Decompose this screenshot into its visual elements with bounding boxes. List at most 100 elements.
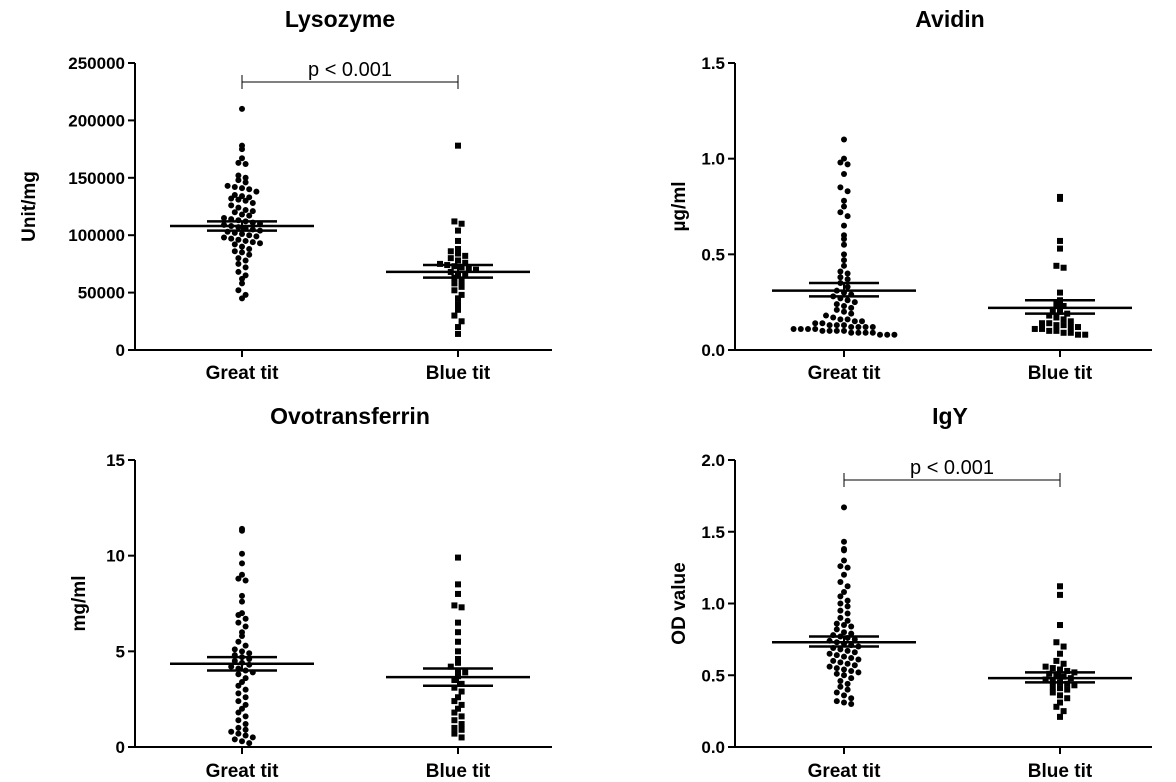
lysozyme-y-tick-label: 100000: [68, 226, 125, 245]
ovotransferrin-data-point: [455, 590, 461, 597]
avidin-y-tick-label: 0.5: [701, 245, 725, 264]
lysozyme-data-point: [235, 260, 242, 267]
avidin-data-point: [1057, 195, 1063, 202]
igy-data-point: [1064, 686, 1071, 693]
ovotransferrin-data-point: [249, 734, 256, 741]
lysozyme-y-axis-label: Unit/mg: [19, 171, 40, 242]
avidin-data-point: [1046, 312, 1053, 319]
avidin-data-point: [851, 299, 858, 306]
igy-data-point: [844, 564, 851, 571]
avidin-data-point: [837, 274, 844, 281]
avidin-data-point: [1075, 324, 1081, 331]
avidin-data-point: [841, 136, 847, 143]
avidin-data-point: [844, 297, 851, 304]
ovotransferrin-data-point: [239, 705, 245, 712]
igy-data-point: [837, 578, 844, 585]
lysozyme-y-tick-label: 0: [116, 341, 125, 360]
lysozyme-data-point: [231, 241, 238, 248]
avidin-data-point: [848, 324, 855, 331]
lysozyme-data-point: [239, 146, 245, 153]
lysozyme-data-point: [458, 278, 465, 285]
lysozyme-data-point: [242, 264, 249, 271]
lysozyme-data-point: [451, 280, 458, 287]
avidin-data-point: [844, 188, 851, 195]
avidin-data-point: [841, 262, 847, 269]
igy-data-point: [833, 620, 840, 627]
avidin-data-point: [869, 329, 876, 336]
lysozyme-data-point: [447, 248, 454, 255]
ovotransferrin-data-point: [235, 717, 242, 724]
igy-y-tick-label: 1.0: [701, 595, 725, 614]
avidin-data-point: [1053, 262, 1060, 269]
avidin-data-point: [884, 331, 891, 338]
avidin-data-point: [1039, 325, 1045, 332]
lysozyme-data-point: [462, 259, 469, 266]
lysozyme-data-point: [231, 209, 238, 216]
lysozyme-data-point: [221, 234, 227, 241]
igy-data-point: [833, 670, 840, 677]
igy-data-point: [841, 622, 847, 629]
lysozyme-data-point: [235, 255, 242, 262]
igy-data-point: [837, 677, 844, 684]
avidin-data-point: [841, 236, 847, 243]
lysozyme-data-point: [235, 204, 242, 211]
igy-data-point: [841, 692, 847, 699]
avidin-data-point: [844, 161, 851, 168]
avidin-data-point: [830, 314, 837, 321]
lysozyme-data-point: [242, 206, 249, 213]
ovotransferrin-data-point: [455, 705, 461, 712]
igy-data-point: [837, 600, 844, 607]
lysozyme-data-point: [239, 243, 245, 250]
igy-data-point: [851, 649, 858, 656]
avidin-data-point: [1067, 324, 1074, 331]
ovotransferrin-y-tick-label: 10: [106, 547, 125, 566]
avidin-data-point: [1057, 237, 1063, 244]
lysozyme-data-point: [249, 200, 256, 207]
lysozyme-data-point: [462, 252, 469, 259]
avidin-data-point: [819, 327, 826, 334]
lysozyme-y-tick-label: 250000: [68, 54, 125, 73]
ovotransferrin-data-point: [246, 650, 253, 657]
igy-data-point: [826, 663, 833, 670]
lysozyme-data-point: [235, 287, 242, 294]
avidin-data-point: [1060, 329, 1067, 336]
ovotransferrin-data-point: [242, 577, 249, 584]
avidin-data-point: [1060, 302, 1067, 309]
ovotransferrin-data-point: [235, 638, 242, 645]
igy-data-point: [837, 593, 844, 600]
igy-data-point: [848, 667, 855, 674]
igy-data-point: [841, 571, 847, 578]
avidin-data-point: [1046, 327, 1053, 334]
lysozyme-data-point: [239, 105, 245, 112]
ovotransferrin-data-point: [451, 698, 458, 705]
igy-data-point: [1071, 682, 1078, 689]
igy-data-point: [1060, 643, 1067, 650]
ovotransferrin-y-tick-label: 5: [116, 642, 125, 661]
igy-data-point: [1060, 673, 1067, 680]
lysozyme-data-point: [246, 232, 253, 239]
lysozyme-data-point: [231, 183, 238, 190]
lysozyme-data-point: [228, 235, 235, 242]
igy-data-point: [1057, 650, 1063, 657]
avidin-title: Avidin: [915, 6, 984, 32]
avidin-data-point: [1075, 331, 1081, 338]
lysozyme-data-point: [239, 185, 245, 192]
igy-y-tick-label: 1.5: [701, 523, 725, 542]
ovotransferrin-data-point: [455, 554, 461, 561]
avidin-data-point: [833, 301, 840, 308]
igy-data-point: [1042, 676, 1049, 683]
igy-y-tick-label: 2.0: [701, 451, 725, 470]
igy-title: IgY: [932, 403, 968, 429]
avidin-data-point: [1067, 318, 1074, 325]
igy-data-point: [1057, 713, 1063, 720]
ovotransferrin-data-point: [451, 724, 458, 731]
avidin-data-point: [819, 320, 826, 327]
igy-data-point: [844, 686, 851, 693]
ovotransferrin-data-point: [455, 655, 461, 662]
lysozyme-data-point: [458, 264, 465, 271]
igy-data-point: [1053, 657, 1060, 664]
lysozyme-data-point: [239, 275, 245, 282]
igy-y-axis-label: OD value: [669, 562, 690, 644]
ovotransferrin-y-tick-label: 0: [116, 738, 125, 757]
igy-data-point: [1049, 677, 1056, 684]
